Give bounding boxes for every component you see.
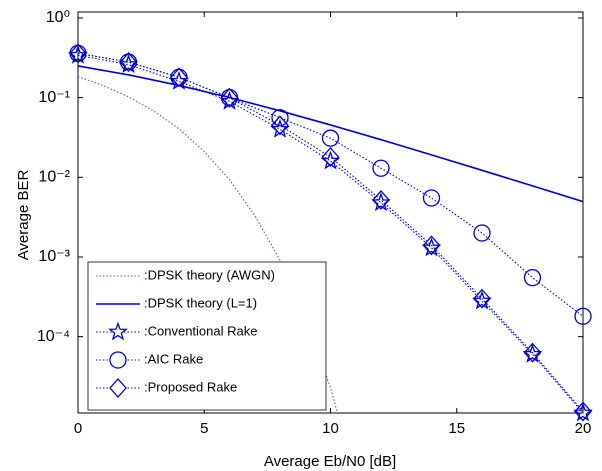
marker (69, 43, 87, 64)
series-line (78, 65, 583, 203)
y-tick-label: 10⁻¹ (38, 89, 70, 106)
x-tick-label: 15 (448, 420, 465, 437)
marker (108, 321, 128, 341)
marker (422, 235, 441, 256)
marker (522, 343, 543, 363)
marker (271, 109, 289, 127)
marker (421, 237, 442, 257)
marker (574, 307, 592, 325)
marker (68, 44, 88, 64)
y-tick-label: 10⁻³ (38, 248, 70, 265)
marker (574, 401, 592, 422)
marker (170, 67, 188, 88)
marker (220, 87, 239, 108)
series-line (78, 52, 583, 317)
x-axis-label: Average Eb/N0 [dB] (264, 453, 396, 470)
y-tick-label: 10⁻⁴ (37, 328, 70, 345)
legend-label: :Proposed Rake (144, 379, 237, 394)
marker (219, 90, 240, 110)
marker (371, 192, 391, 212)
marker (321, 147, 340, 167)
marker (573, 402, 593, 422)
marker (523, 342, 542, 363)
x-tick-label: 20 (575, 420, 592, 437)
marker (118, 54, 139, 74)
legend-label: :AIC Rake (144, 351, 203, 366)
plot (78, 52, 583, 413)
marker (109, 378, 127, 398)
marker (372, 189, 390, 210)
legend-label: :DPSK theory (AWGN) (144, 267, 275, 282)
x-tick-label: 0 (74, 420, 82, 437)
marker (472, 290, 492, 310)
marker (473, 224, 491, 242)
legend-label: :Conventional Rake (144, 323, 257, 338)
marker (473, 288, 491, 309)
marker (271, 115, 289, 136)
marker (372, 159, 390, 177)
marker (119, 52, 138, 73)
legend-label: :DPSK theory (L=1) (144, 295, 257, 310)
y-axis-label: Average BER (15, 170, 32, 261)
series-line (78, 76, 339, 413)
y-tick-label: 10⁰ (46, 9, 70, 26)
legend-box (87, 261, 327, 411)
marker (109, 351, 127, 369)
marker (422, 189, 441, 207)
y-tick-label: 10⁻² (38, 169, 70, 186)
x-tick-label: 5 (200, 420, 208, 437)
marker (523, 269, 542, 287)
marker (321, 129, 340, 147)
x-tick-label: 10 (322, 420, 339, 437)
series-line (78, 52, 583, 412)
